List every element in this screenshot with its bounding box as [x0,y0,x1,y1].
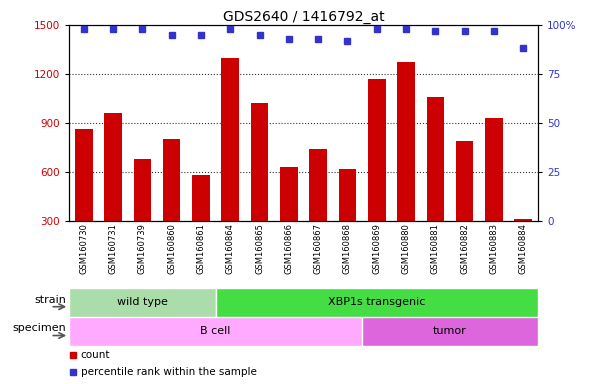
Text: count: count [81,350,111,361]
Text: GSM160869: GSM160869 [372,223,381,274]
Text: GSM160730: GSM160730 [79,223,88,274]
Bar [216,288,538,317]
Bar [456,141,474,221]
Text: XBP1s transgenic: XBP1s transgenic [328,297,426,308]
Text: strain: strain [34,295,66,305]
Bar [339,169,356,221]
Text: GSM160860: GSM160860 [167,223,176,274]
Bar [280,167,297,221]
Bar [75,129,93,221]
Bar [427,97,444,221]
Bar [368,79,385,221]
Bar [251,103,268,221]
Text: GSM160866: GSM160866 [284,223,293,274]
Text: GSM160867: GSM160867 [314,223,323,274]
Text: GSM160884: GSM160884 [519,223,528,274]
Text: GSM160864: GSM160864 [226,223,235,274]
Bar [221,58,239,221]
Text: GSM160739: GSM160739 [138,223,147,274]
Bar [133,159,151,221]
Bar [192,175,210,221]
Text: GSM160881: GSM160881 [431,223,440,274]
Bar [105,113,122,221]
Text: GSM160731: GSM160731 [109,223,118,274]
Text: wild type: wild type [117,297,168,308]
Text: percentile rank within the sample: percentile rank within the sample [81,367,257,377]
Text: GSM160880: GSM160880 [401,223,410,274]
Text: B cell: B cell [200,326,231,336]
Bar [310,149,327,221]
Bar [69,288,216,317]
Text: GSM160865: GSM160865 [255,223,264,274]
Text: GSM160861: GSM160861 [197,223,206,274]
Text: tumor: tumor [433,326,467,336]
Bar [485,118,502,221]
Bar [362,317,538,346]
Bar [163,139,180,221]
Text: GSM160868: GSM160868 [343,223,352,274]
Bar [514,219,532,221]
Bar [69,317,362,346]
Text: GSM160882: GSM160882 [460,223,469,274]
Text: GDS2640 / 1416792_at: GDS2640 / 1416792_at [223,10,384,23]
Text: GSM160883: GSM160883 [489,223,498,274]
Text: specimen: specimen [13,323,66,333]
Bar [397,63,415,221]
